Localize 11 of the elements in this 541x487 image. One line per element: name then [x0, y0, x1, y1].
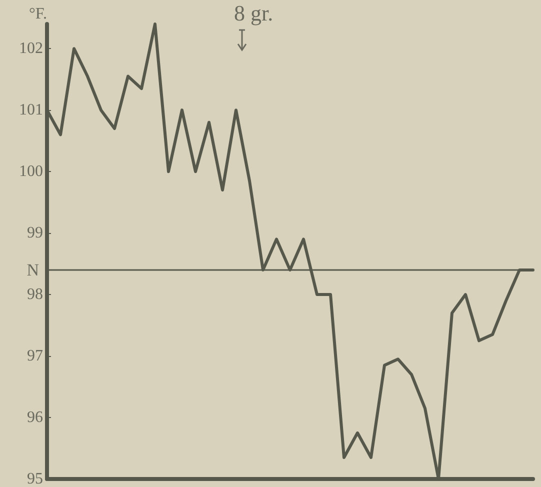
y-tick-label: 95: [27, 470, 43, 487]
y-tick-label: 96: [27, 409, 43, 426]
y-tick-label: 100: [19, 163, 43, 180]
y-tick-label: 102: [19, 40, 43, 58]
ref-line-label: N: [26, 260, 39, 280]
annotation: 8 gr.: [234, 0, 274, 26]
y-axis-title: °F.: [28, 6, 47, 22]
y-tick-label: 97: [27, 348, 43, 365]
y-tick-label: 98: [27, 286, 43, 304]
y-tick-label: 99: [27, 224, 43, 242]
y-tick-label: 101: [19, 102, 43, 119]
